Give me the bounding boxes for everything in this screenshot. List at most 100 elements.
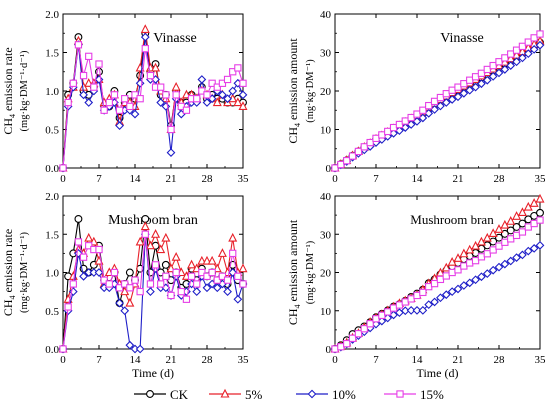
data-point [354,330,363,338]
y-tick-label: 40 [320,191,332,203]
data-point [59,164,67,172]
y-tick-label: 2.0 [45,191,59,203]
data-point [507,50,515,58]
data-point [140,221,150,231]
data-point [401,117,409,125]
data-point [384,127,392,136]
data-point [389,123,398,132]
data-point [110,91,119,99]
data-point [157,83,165,91]
data-point [447,95,457,104]
legend-marker [146,390,154,398]
data-point [530,219,538,228]
data-point [495,58,503,66]
data-point [523,49,533,59]
y-tick-label: 1.0 [45,268,59,280]
data-point [453,92,463,102]
series-15pct [331,30,544,172]
data-point [146,280,155,288]
data-point [64,303,72,311]
x-tick-label: 7 [373,173,379,185]
data-point [448,86,456,94]
data-point [208,79,216,87]
chart-panel: 0 7 14 21 28 35 0.0 0.5 1.0 1.5 2.0 Mushroom bran CH… [1,191,249,380]
data-point [223,94,232,104]
data-point [120,306,130,316]
data-point [441,262,451,272]
data-point [171,251,181,261]
data-point [105,98,113,107]
series-15pct [59,41,247,172]
y-tick-label: 0 [326,163,332,175]
panel-title: Mushroom bran [410,212,494,227]
data-point [233,294,243,304]
data-point [453,253,463,262]
legend-label: 15% [420,387,444,402]
data-point [506,61,516,70]
data-point [115,284,124,292]
data-point [360,325,368,333]
data-point [121,95,129,103]
data-point [430,279,439,288]
x-tick-label: 28 [494,354,506,366]
data-point [454,266,462,274]
data-point [126,284,134,292]
x-tick-label: 7 [96,173,102,185]
data-point [529,198,539,207]
data-point [218,272,227,280]
data-point [517,207,527,216]
series-15pct [331,216,544,353]
data-point [167,291,175,300]
data-point [94,268,104,277]
x-tick-label: 21 [166,173,177,185]
data-point [482,75,492,85]
y-axis-unit: (mg·kg·DM⁻¹) [305,59,316,123]
data-point [212,97,222,107]
data-point [518,42,527,50]
data-point [471,73,480,81]
y-tick-label: 40 [320,9,332,21]
data-point [156,244,166,254]
data-point [501,238,509,246]
legend-label: 5% [245,387,263,402]
y-tick-label: 0.0 [45,344,59,356]
x-tick-label: 0 [60,173,66,185]
data-point [459,281,469,290]
chart-panel: 0 7 14 21 28 35 0 10 20 30 40 Vinasse CH4 emission a… [286,9,546,185]
data-point [198,87,206,95]
data-point [115,121,124,131]
data-point [162,91,170,99]
data-point [424,300,434,310]
x-tick-label: 21 [453,354,464,366]
x-tick-label: 7 [96,354,102,366]
data-point [337,343,345,351]
data-point [223,287,232,297]
data-point [64,98,72,107]
y-axis-label: CH4 emission amount [286,38,302,144]
data-point [177,287,185,296]
data-point [136,287,144,296]
data-point [488,228,498,238]
data-point [84,232,94,242]
data-point [229,68,237,76]
data-point [395,301,404,309]
data-point [407,113,415,122]
data-point [454,83,462,91]
data-point [151,261,160,269]
data-point [506,256,516,266]
data-point [95,245,103,254]
data-point [197,255,207,265]
data-point [95,60,103,68]
data-point [494,262,504,272]
y-axis-label: CH4 emission rate [1,229,17,316]
data-point [529,244,539,253]
data-point [471,82,480,92]
y-tick-label: 0 [326,344,332,356]
data-point [157,280,165,288]
data-point [192,287,202,297]
data-point [84,98,94,107]
data-point [471,240,481,250]
x-tick-label: 21 [453,173,464,185]
legend-marker [396,390,404,398]
